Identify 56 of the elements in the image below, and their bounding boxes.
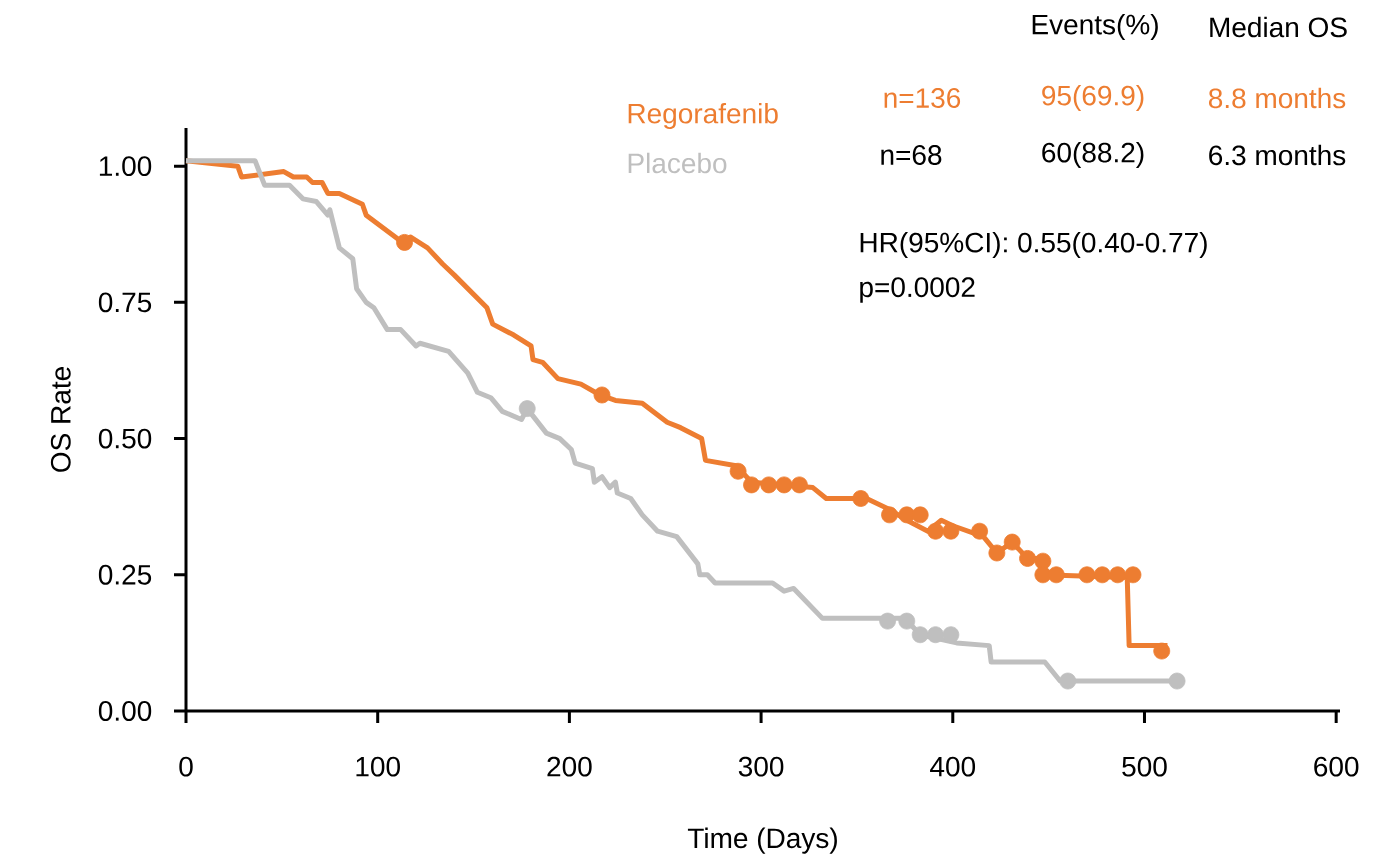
x-tick-label: 400 xyxy=(930,756,976,777)
text: Placebo xyxy=(628,152,727,174)
point xyxy=(881,506,898,524)
point xyxy=(927,626,944,644)
point xyxy=(879,612,897,630)
point xyxy=(1019,550,1036,567)
point xyxy=(1047,566,1065,584)
annotation: 60(88.2) xyxy=(1042,141,1144,169)
point xyxy=(971,522,989,540)
x-tick-label: 100 xyxy=(356,756,400,777)
point xyxy=(1124,566,1142,584)
point xyxy=(898,612,916,630)
x-tick-label: 300 xyxy=(738,756,784,777)
point xyxy=(791,476,808,494)
point xyxy=(942,522,960,540)
point xyxy=(911,506,929,524)
point xyxy=(1168,672,1186,690)
x-tick-label: 600 xyxy=(1314,756,1359,777)
y-axis-title: OS Rate xyxy=(50,367,71,472)
annotation: 6.3 months xyxy=(1209,144,1346,166)
point xyxy=(927,522,944,540)
annotation: n=68 xyxy=(881,145,942,165)
text: Median OS xyxy=(1210,16,1347,38)
x-tick-label: 500 xyxy=(1122,756,1167,777)
y-tick-label: 1.00 xyxy=(99,156,152,177)
x-tick-label: 200 xyxy=(547,756,592,777)
text: 95(69.9) xyxy=(1042,84,1144,112)
y-tick-label: 0.75 xyxy=(98,292,152,313)
point xyxy=(518,400,536,418)
x-axis-title: Time (Days) xyxy=(687,827,837,854)
annotation: HR(95%CI): 0.55(0.40-0.77) xyxy=(860,231,1207,259)
point xyxy=(1003,533,1021,551)
point xyxy=(988,544,1006,562)
text: Regorafenib xyxy=(628,102,778,130)
point xyxy=(1153,642,1171,660)
y-tick-label: 0.50 xyxy=(98,428,152,449)
point xyxy=(911,626,929,644)
point xyxy=(1093,566,1111,584)
y-tick-label: 0.00 xyxy=(98,701,152,721)
point xyxy=(852,490,870,507)
y-tick-label: 0.25 xyxy=(98,564,152,585)
annotation: p=0.0002 xyxy=(860,277,975,303)
point xyxy=(760,476,778,494)
point xyxy=(729,462,747,480)
point xyxy=(775,476,793,494)
point xyxy=(396,234,413,251)
point xyxy=(1034,552,1052,570)
text: Events(%) xyxy=(1032,13,1158,41)
text: n=136 xyxy=(884,88,961,108)
x-tick-label: 0 xyxy=(179,756,193,777)
point xyxy=(743,476,760,494)
point xyxy=(1059,672,1077,690)
point xyxy=(1109,566,1127,584)
point xyxy=(1078,566,1096,584)
point xyxy=(593,386,611,404)
text: 8.8 months xyxy=(1208,87,1346,109)
